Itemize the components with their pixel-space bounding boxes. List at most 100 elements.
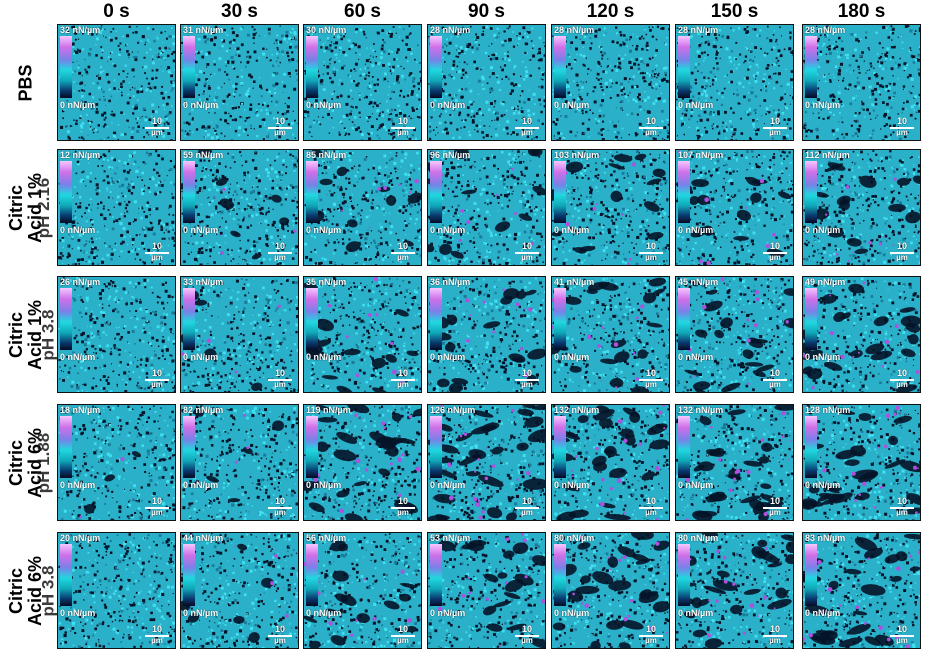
scale-bar-line [515,507,539,509]
stiffness-map-panel: 53 nN/µm 0 nN/µm 10 µm [427,532,546,649]
scale-bar-value: 10 [274,241,285,251]
colorbar [60,36,72,98]
colorbar [306,416,318,478]
colorbar-max-label: 83 nN/µm [805,533,846,543]
scale-bar-value: 10 [397,624,408,634]
scale-bar-line [268,379,292,381]
scale-bar-line [639,252,663,254]
colorbar-max-label: 80 nN/µm [678,533,719,543]
scale-bar-value: 10 [397,241,408,251]
scale-bar-line [515,127,539,129]
scale-bar-value: 10 [769,624,780,634]
stiffness-map-panel: 45 nN/µm 0 nN/µm 10 µm [675,276,794,393]
row-title: PBS [15,63,36,102]
scale-bar-unit: µm [645,508,657,517]
scale-bar-value: 10 [896,241,907,251]
stiffness-map-panel: 128 nN/µm 0 nN/µm 10 µm [802,404,921,521]
scale-bar-line [763,252,787,254]
stiffness-map-panel: 96 nN/µm 0 nN/µm 10 µm [427,149,546,266]
stiffness-map-image [676,277,793,392]
colorbar-max-label: 32 nN/µm [60,25,101,35]
scale-bar: 10 µm [268,242,292,262]
stiffness-map-image [552,25,669,140]
scale-bar-unit: µm [274,253,286,262]
colorbar-min-label: 0 nN/µm [60,352,96,362]
colorbar [306,544,318,606]
colorbar-max-label: 128 nN/µm [805,405,851,415]
colorbar-max-label: 28 nN/µm [554,25,595,35]
scale-bar-unit: µm [896,128,908,137]
stiffness-map-image [552,533,669,648]
colorbar [60,288,72,350]
scale-bar: 10 µm [145,369,169,389]
scale-bar: 10 µm [890,497,914,517]
colorbar-max-label: 107 nN/µm [678,150,724,160]
scale-bar: 10 µm [890,625,914,645]
scale-bar-value: 10 [896,624,907,634]
stiffness-map-image [676,533,793,648]
colorbar [430,544,442,606]
scale-bar: 10 µm [639,117,663,137]
scale-bar-line [391,252,415,254]
scale-bar: 10 µm [763,369,787,389]
stiffness-map-image [552,150,669,265]
colorbar [183,544,195,606]
scale-bar-line [763,379,787,381]
colorbar-min-label: 0 nN/µm [60,225,96,235]
colorbar-max-label: 103 nN/µm [554,150,600,160]
scale-bar: 10 µm [391,369,415,389]
colorbar-min-label: 0 nN/µm [306,352,342,362]
scale-bar-value: 10 [645,241,656,251]
stiffness-map-image [428,533,545,648]
colorbar [430,416,442,478]
scale-bar: 10 µm [763,117,787,137]
scale-bar-value: 10 [769,368,780,378]
stiffness-map-panel: 103 nN/µm 0 nN/µm 10 µm [551,149,670,266]
colorbar-min-label: 0 nN/µm [678,100,714,110]
scale-bar: 10 µm [268,369,292,389]
colorbar-max-label: 49 nN/µm [805,277,846,287]
scale-bar-unit: µm [769,508,781,517]
scale-bar-unit: µm [397,380,409,389]
stiffness-map-image [181,150,298,265]
scale-bar-value: 10 [521,624,532,634]
scale-bar-unit: µm [397,636,409,645]
scale-bar-line [890,507,914,509]
scale-bar-value: 10 [769,241,780,251]
colorbar-min-label: 0 nN/µm [554,100,590,110]
scale-bar-unit: µm [645,380,657,389]
row-title-line: PBS [15,63,36,102]
column-header-6: 180 s [837,1,886,22]
stiffness-map-image [803,150,920,265]
colorbar-min-label: 0 nN/µm [554,225,590,235]
stiffness-map-panel: 33 nN/µm 0 nN/µm 10 µm [180,276,299,393]
scale-bar: 10 µm [268,625,292,645]
stiffness-map-image [552,277,669,392]
scale-bar-unit: µm [274,380,286,389]
scale-bar-value: 10 [521,368,532,378]
stiffness-map-image [58,533,175,648]
colorbar-min-label: 0 nN/µm [60,480,96,490]
colorbar-min-label: 0 nN/µm [306,100,342,110]
colorbar-max-label: 45 nN/µm [678,277,719,287]
stiffness-map-panel: 126 nN/µm 0 nN/µm 10 µm [427,404,546,521]
stiffness-map-panel: 28 nN/µm 0 nN/µm 10 µm [802,24,921,141]
colorbar [183,161,195,223]
stiffness-map-image [676,25,793,140]
colorbar-min-label: 0 nN/µm [430,225,466,235]
scale-bar: 10 µm [145,625,169,645]
colorbar-min-label: 0 nN/µm [60,100,96,110]
stiffness-map-panel: 18 nN/µm 0 nN/µm 10 µm [57,404,176,521]
colorbar [678,36,690,98]
scale-bar-unit: µm [645,636,657,645]
colorbar-min-label: 0 nN/µm [430,352,466,362]
colorbar [306,288,318,350]
scale-bar-line [391,507,415,509]
colorbar-min-label: 0 nN/µm [183,480,219,490]
colorbar [678,161,690,223]
colorbar-max-label: 85 nN/µm [306,150,347,160]
scale-bar-value: 10 [274,116,285,126]
colorbar-min-label: 0 nN/µm [430,608,466,618]
scale-bar-line [763,127,787,129]
colorbar-min-label: 0 nN/µm [805,100,841,110]
